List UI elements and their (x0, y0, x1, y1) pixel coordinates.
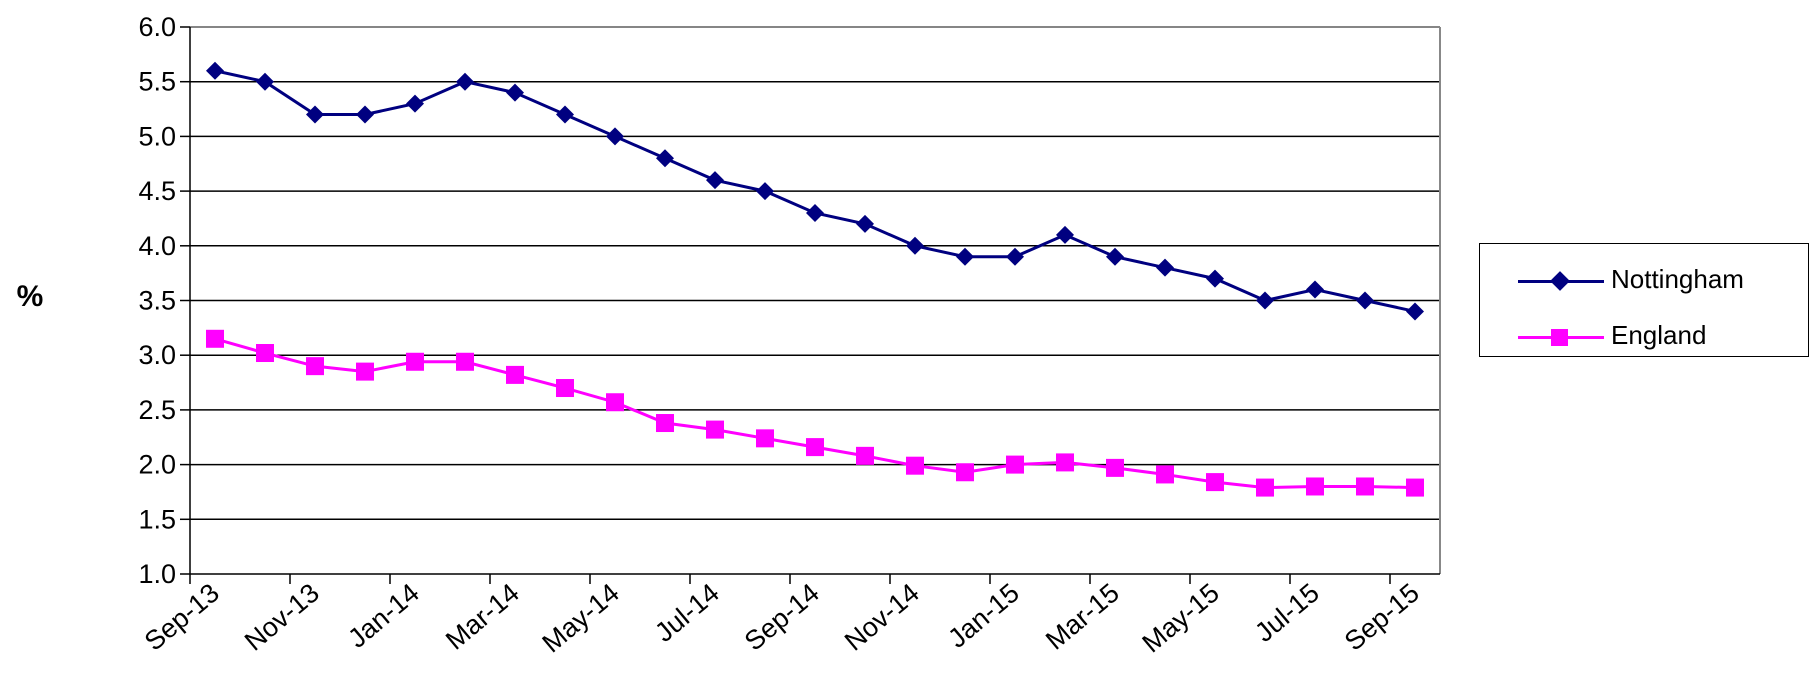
data-point-england (1156, 465, 1174, 484)
series (206, 61, 1424, 497)
y-tick-label: 4.0 (138, 231, 176, 261)
data-point-nottingham (606, 127, 624, 146)
legend-label-nottingham: Nottingham (1611, 264, 1744, 294)
data-point-nottingham (206, 61, 224, 80)
x-tick-label: Nov-14 (839, 578, 925, 657)
data-point-england (906, 456, 924, 475)
data-point-england (456, 352, 474, 371)
data-point-nottingham (756, 182, 774, 201)
data-point-nottingham (1306, 280, 1324, 299)
data-point-nottingham (1056, 225, 1074, 244)
data-point-england (306, 357, 324, 376)
data-point-nottingham (356, 105, 374, 124)
axes (180, 26, 1441, 584)
data-point-nottingham (456, 72, 474, 91)
y-axis-label: % (17, 280, 44, 313)
data-point-england (756, 429, 774, 448)
data-point-nottingham (256, 72, 274, 91)
data-point-nottingham (706, 171, 724, 190)
data-point-nottingham (906, 236, 924, 255)
data-point-nottingham (956, 247, 974, 266)
data-point-england (556, 379, 574, 398)
diamond-marker-icon (1550, 271, 1570, 291)
data-point-nottingham (1206, 269, 1224, 288)
data-point-england (256, 344, 274, 363)
data-point-nottingham (1006, 247, 1024, 266)
data-point-england (406, 352, 424, 371)
y-tick-label: 2.5 (138, 395, 176, 425)
data-point-england (1256, 478, 1274, 497)
x-tick-labels: Sep-13 Nov-13 Jan-14 Mar-14 May-14 Jul-14 Sep-… (139, 578, 1425, 659)
data-point-nottingham (556, 105, 574, 124)
data-point-nottingham (406, 94, 424, 113)
data-point-england (1406, 478, 1424, 497)
y-tick-label: 1.0 (138, 559, 176, 589)
data-point-nottingham (1156, 258, 1174, 277)
data-point-england (206, 329, 224, 348)
data-point-england (806, 438, 824, 457)
y-tick-label: 3.0 (138, 340, 176, 370)
y-tick-label: 1.5 (138, 504, 176, 534)
data-point-nottingham (856, 214, 874, 233)
data-point-england (1056, 453, 1074, 472)
data-point-england (506, 365, 524, 384)
data-point-england (706, 420, 724, 439)
x-tick-label: Jan-15 (942, 578, 1025, 654)
y-tick-labels: 1.0 1.5 2.0 2.5 3.0 3.5 4.0 4.5 5.0 5.5 6.0 (138, 12, 176, 589)
y-tick-label: 4.5 (138, 176, 176, 206)
y-tick-label: 5.0 (138, 121, 176, 151)
legend-item-nottingham: Nottingham (1480, 261, 1808, 301)
x-tick-label: Mar-14 (440, 578, 525, 656)
x-tick-label: Sep-13 (139, 578, 225, 657)
x-tick-label: Mar-15 (1040, 578, 1125, 656)
data-point-nottingham (1256, 291, 1274, 310)
data-point-nottingham (806, 203, 824, 222)
x-tick-label: May-14 (537, 578, 625, 659)
data-point-england (606, 393, 624, 412)
data-point-england (1356, 477, 1374, 496)
legend: Nottingham England (1479, 243, 1809, 357)
data-point-nottingham (1106, 247, 1124, 266)
data-point-england (1306, 477, 1324, 496)
x-tick-label: May-15 (1137, 578, 1225, 659)
y-tick-label: 5.5 (138, 67, 176, 97)
data-point-england (1106, 458, 1124, 477)
data-point-nottingham (506, 83, 524, 102)
x-tick-label: Jul-14 (649, 578, 725, 648)
data-point-nottingham (656, 149, 674, 168)
x-tick-label: Nov-13 (239, 578, 325, 657)
x-tick-label: Sep-14 (739, 578, 825, 657)
data-point-england (856, 446, 874, 465)
data-point-england (956, 463, 974, 482)
legend-label-england: England (1611, 320, 1707, 350)
data-point-england (356, 362, 374, 381)
x-tick-label: Jul-15 (1249, 578, 1325, 648)
data-point-england (1206, 473, 1224, 492)
square-marker-icon (1551, 329, 1568, 346)
data-point-nottingham (306, 105, 324, 124)
legend-item-england: England (1480, 317, 1808, 357)
data-point-nottingham (1406, 302, 1424, 321)
data-point-nottingham (1356, 291, 1374, 310)
data-point-england (656, 414, 674, 433)
x-tick-label: Jan-14 (342, 578, 425, 654)
y-tick-label: 6.0 (138, 12, 176, 42)
y-tick-label: 3.5 (138, 286, 176, 316)
x-tick-label: Sep-15 (1339, 578, 1425, 657)
data-point-england (1006, 455, 1024, 474)
y-tick-label: 2.0 (138, 450, 176, 480)
